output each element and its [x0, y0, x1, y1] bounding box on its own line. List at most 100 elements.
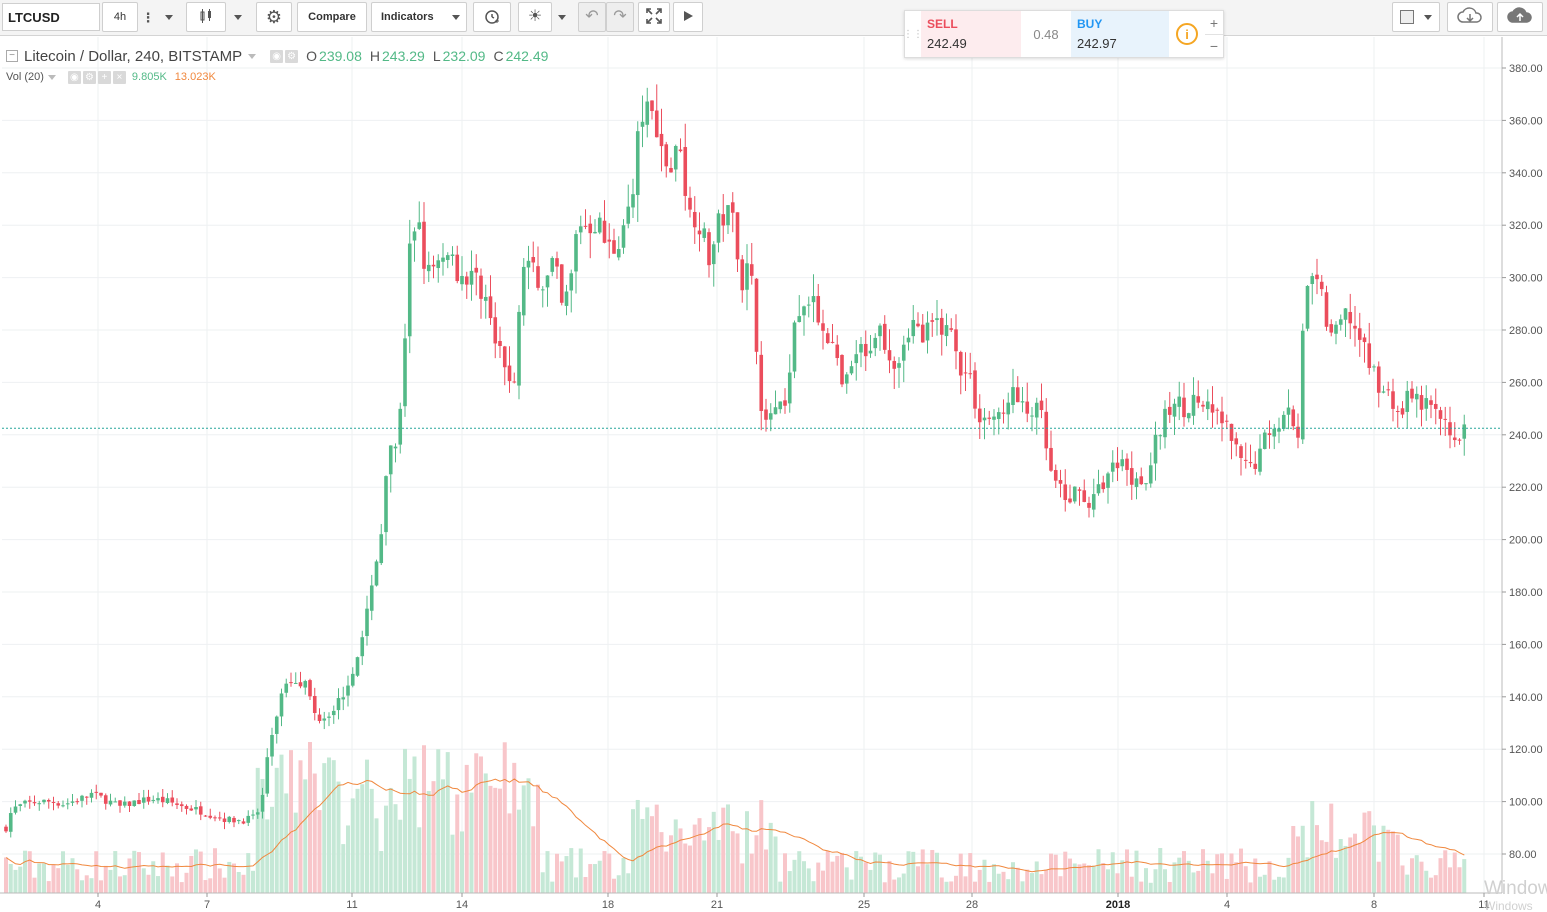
candle-body	[887, 350, 892, 361]
symbol-search-input[interactable]	[2, 3, 100, 31]
volume-bar	[1443, 850, 1448, 893]
volume-bar	[479, 756, 483, 893]
volume-eye-icon[interactable]: ◉	[67, 70, 81, 84]
drag-handle-icon[interactable]: ⋮⋮	[903, 28, 923, 40]
indicators-button[interactable]: Indicators	[371, 2, 467, 32]
chart-style-button[interactable]	[186, 2, 226, 32]
replay-button[interactable]	[673, 2, 703, 32]
volume-bar	[740, 863, 745, 893]
candle-body	[37, 803, 42, 805]
volume-bar	[70, 858, 75, 893]
candle-body	[1072, 486, 1077, 502]
eye-icon[interactable]: ◉	[270, 49, 284, 63]
volume-menu-icon[interactable]	[47, 74, 56, 80]
candle-body	[137, 800, 141, 805]
volume-bar	[455, 794, 460, 893]
alert-button[interactable]	[473, 2, 511, 32]
volume-bar	[1438, 858, 1443, 893]
volume-bar	[369, 788, 374, 893]
candle-body	[726, 205, 730, 226]
volume-bar	[1405, 874, 1410, 893]
indicators-dropdown-icon	[452, 15, 460, 20]
layout-button[interactable]	[1392, 2, 1440, 32]
collapse-legend-icon[interactable]: −	[6, 50, 18, 62]
candle-body	[835, 344, 840, 359]
candle-body	[1006, 402, 1011, 415]
candle-body	[935, 318, 939, 321]
interval-dropdown-icon[interactable]	[159, 2, 179, 32]
minus-icon[interactable]: −	[1205, 34, 1223, 56]
candle-body	[992, 416, 996, 420]
candle-body	[1348, 311, 1353, 324]
candle-body	[1262, 432, 1267, 449]
volume-bar	[1429, 877, 1433, 893]
candle-body	[949, 328, 954, 330]
volume-bar	[1462, 859, 1467, 893]
candle-body	[94, 791, 99, 793]
interval-button[interactable]: 4h	[102, 2, 138, 32]
series-menu-icon[interactable]	[248, 53, 257, 59]
volume-bar	[1253, 858, 1258, 893]
volume-remove-icon[interactable]: ×	[112, 70, 126, 84]
candle-body	[80, 795, 84, 801]
volume-bar	[564, 856, 569, 893]
chart-style-dropdown-icon[interactable]	[227, 2, 249, 32]
volume-bar	[1391, 831, 1395, 893]
compare-button[interactable]: Compare	[297, 2, 367, 32]
volume-bar	[388, 787, 393, 893]
plus-icon[interactable]: +	[1209, 15, 1219, 31]
candle-body	[379, 534, 384, 564]
volume-bar	[179, 882, 184, 893]
volume-bar	[1414, 855, 1419, 893]
undo-button[interactable]: ↶	[578, 2, 606, 32]
candle-body	[1424, 398, 1429, 409]
ideas-dropdown-icon[interactable]	[552, 2, 572, 32]
candle-body	[759, 354, 764, 411]
load-layout-button[interactable]	[1447, 2, 1493, 32]
candle-body	[89, 792, 94, 798]
volume-bar	[308, 742, 312, 893]
candle-body	[1386, 389, 1391, 391]
candle-body	[754, 278, 759, 352]
volume-bar	[659, 832, 664, 893]
volume-bar	[1044, 869, 1049, 893]
candle-body	[954, 329, 958, 352]
buy-button[interactable]: BUY 242.97	[1071, 11, 1169, 57]
candle-body	[597, 217, 602, 233]
candle-body	[616, 249, 621, 258]
settings-button[interactable]: ⚙	[256, 2, 292, 32]
candle-body	[806, 304, 811, 306]
info-icon[interactable]: i	[1176, 23, 1198, 45]
volume-bar	[968, 853, 973, 893]
candle-body	[588, 223, 593, 234]
candle-body	[1391, 391, 1395, 409]
volume-bar	[835, 855, 840, 893]
sell-button[interactable]: SELL 242.49	[921, 11, 1021, 57]
volume-bar	[616, 875, 621, 893]
ideas-button[interactable]: ☀	[518, 2, 552, 32]
volume-bar	[94, 851, 99, 893]
volume-bar	[821, 870, 825, 893]
series-settings-icon[interactable]: ⚙	[285, 49, 299, 63]
candle-body	[317, 714, 322, 722]
candle-body	[640, 121, 645, 127]
volume-add-icon[interactable]: +	[97, 70, 111, 84]
volume-settings-icon[interactable]: ⚙	[82, 70, 96, 84]
volume-bar	[1015, 867, 1020, 893]
candle-body	[873, 337, 878, 349]
candle-body	[1267, 433, 1272, 436]
volume-ma-value: 13.023K	[174, 71, 216, 83]
redo-button[interactable]: ↷	[606, 2, 634, 32]
volume-bar	[493, 787, 498, 893]
time-axis[interactable]	[0, 893, 1547, 912]
time-tick-label: 2018	[1106, 899, 1130, 911]
save-layout-button[interactable]	[1497, 2, 1543, 32]
candle-body	[374, 561, 379, 586]
fullscreen-button[interactable]	[638, 2, 670, 32]
candle-body	[882, 323, 887, 350]
price-axis[interactable]	[1502, 37, 1547, 912]
candle-body	[1253, 463, 1258, 469]
interval-more-icon[interactable]: ⋮	[141, 9, 155, 25]
